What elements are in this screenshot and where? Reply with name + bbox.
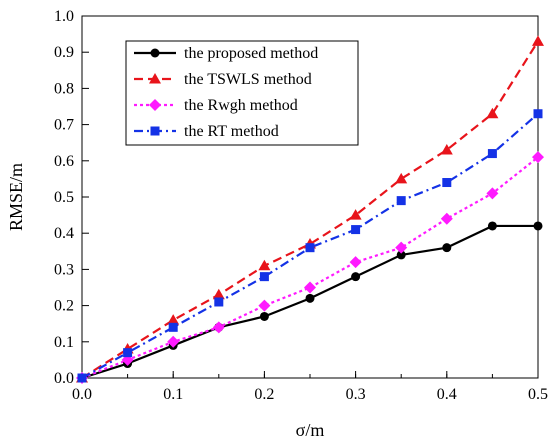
x-axis-title: σ/m [296, 420, 325, 440]
data-point-circle [305, 293, 315, 303]
legend-label: the Rwgh method [184, 97, 298, 114]
data-point-square [214, 297, 224, 307]
data-point-square [168, 322, 178, 332]
data-point-diamond [167, 335, 180, 348]
y-tick-label: 0.8 [54, 80, 74, 97]
legend-label: the RT method [184, 123, 279, 140]
data-point-diamond [304, 281, 316, 294]
y-tick-label: 0.7 [54, 117, 74, 134]
data-point-circle [259, 311, 269, 321]
x-tick-label: 0.3 [346, 386, 366, 403]
y-tick-label: 0.0 [54, 370, 74, 387]
data-point-triangle [395, 172, 408, 184]
data-point-diamond [349, 256, 362, 269]
data-point-triangle [258, 259, 271, 271]
y-tick-label: 0.2 [54, 298, 74, 315]
data-point-square [123, 348, 133, 358]
y-tick-label: 0.4 [54, 225, 74, 242]
x-tick-label: 0.0 [72, 386, 92, 403]
legend-marker [150, 126, 160, 136]
data-point-circle [396, 250, 406, 260]
y-tick-label: 0.6 [54, 153, 74, 170]
data-point-square [77, 373, 87, 383]
series-line-4 [81, 112, 539, 379]
series-line-2 [81, 40, 539, 379]
legend-label: the proposed method [184, 45, 318, 62]
data-point-triangle [532, 35, 544, 46]
y-axis-title: RMSE/m [6, 163, 26, 231]
x-tick-label: 0.4 [437, 386, 457, 403]
data-point-diamond [486, 187, 499, 200]
legend-label: the TSWLS method [184, 71, 312, 88]
data-point-triangle [167, 314, 180, 325]
data-point-circle [351, 272, 361, 282]
data-point-square [351, 225, 361, 235]
y-tick-label: 0.5 [54, 189, 74, 206]
x-tick-label: 0.1 [163, 386, 183, 403]
data-point-diamond [258, 299, 271, 312]
data-point-diamond [395, 241, 408, 254]
data-point-triangle [349, 209, 362, 220]
x-tick-label: 0.5 [528, 386, 548, 403]
y-tick-label: 0.9 [54, 44, 74, 61]
data-point-triangle [440, 143, 453, 155]
data-point-square [533, 109, 543, 119]
data-point-triangle [212, 288, 225, 300]
data-point-square [487, 149, 497, 159]
x-tick-label: 0.2 [254, 386, 274, 403]
data-point-square [442, 178, 452, 188]
y-tick-label: 0.1 [54, 334, 74, 351]
legend-box [125, 40, 359, 146]
data-point-square [305, 243, 315, 253]
data-point-square [259, 272, 269, 282]
data-point-diamond [532, 151, 544, 164]
axis-ticks: 0.0 0.1 0.2 0.3 0.4 0.5 0.0 0.1 0.2 0.3 0.4 0.5 0.6 0… [54, 8, 548, 403]
legend: the proposed method the TSWLS method the R… [125, 40, 359, 146]
legend-marker [150, 48, 160, 58]
data-point-diamond [440, 212, 453, 225]
data-point-square [396, 196, 406, 206]
data-point-diamond [212, 321, 225, 334]
y-tick-label: 1.0 [54, 8, 74, 25]
data-point-circle [442, 243, 452, 253]
legend-marker [149, 73, 161, 84]
y-tick-label: 0.3 [54, 261, 74, 278]
series-markers [76, 35, 544, 384]
legend-marker [149, 99, 161, 111]
series-line-3 [81, 156, 539, 380]
data-point-circle [533, 221, 543, 231]
data-point-triangle [486, 107, 499, 119]
data-point-circle [487, 221, 497, 231]
